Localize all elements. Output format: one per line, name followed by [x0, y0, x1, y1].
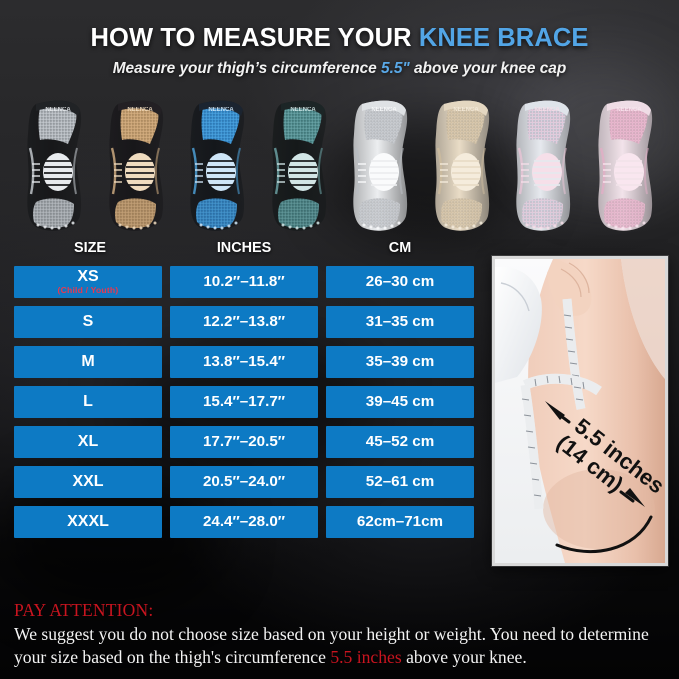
size-label: XL: [77, 432, 99, 450]
knee-brace-blue: NEENCA: [177, 96, 259, 236]
knee-brace-gray: NEENCA: [14, 96, 96, 236]
cell-cm: 62cm–71cm: [326, 506, 474, 538]
cell-cm: 52–61 cm: [326, 466, 474, 498]
table-row: XS (Child / Youth) 10.2″–11.8″ 26–30 cm: [14, 266, 480, 298]
brand-label: NEENCA: [534, 107, 560, 113]
knee-brace-bronze-illustration: NEENCA: [109, 100, 164, 231]
knee-brace-beige-illustration: NEENCA: [435, 100, 490, 231]
sizing-note-part2: above your knee.: [401, 647, 527, 668]
cell-size: XXXL: [14, 506, 162, 538]
subtitle-accent-measure: 5.5": [381, 60, 410, 77]
table-row: XXL 20.5″–24.0″ 52–61 cm: [14, 466, 480, 498]
cell-cm: 45–52 cm: [326, 426, 474, 458]
brand-label: NEENCA: [127, 107, 153, 113]
brand-label: NEENCA: [208, 107, 234, 113]
cell-size: XS (Child / Youth): [14, 266, 162, 298]
table-row: XXXL 24.4″–28.0″ 62cm–71cm: [14, 506, 480, 538]
product-strip: NEENCA NEENCA NEENCA NEENCA NEENCA NEENCA NEEN…: [14, 96, 666, 236]
table-row: XL 17.7″–20.5″ 45–52 cm: [14, 426, 480, 458]
leg-measuring-illustration: 5.5 inches (14 cm): [495, 259, 665, 563]
table-row: L 15.4″–17.7″ 39–45 cm: [14, 386, 480, 418]
cell-inches: 17.7″–20.5″: [170, 426, 318, 458]
subtitle-text-after: above your knee cap: [409, 60, 567, 77]
cell-cm: 26–30 cm: [326, 266, 474, 298]
sizing-note-part1: We suggest you do not choose size based …: [14, 624, 649, 668]
brand-label: NEENCA: [453, 107, 479, 113]
cell-cm: 31–35 cm: [326, 306, 474, 338]
sizing-note: We suggest you do not choose size based …: [14, 623, 669, 670]
page-title-main: HOW TO MEASURE YOUR: [90, 24, 419, 52]
cell-cm: 39–45 cm: [326, 386, 474, 418]
knee-brace-gray-illustration: NEENCA: [27, 100, 82, 231]
size-chart-table: SIZE INCHES CM XS (Child / Youth) 10.2″–11…: [14, 238, 480, 538]
column-header-inches: INCHES: [216, 240, 272, 256]
table-row: M 13.8″–15.4″ 35–39 cm: [14, 346, 480, 378]
cell-inches: 13.8″–15.4″: [170, 346, 318, 378]
column-header-cm: CM: [388, 240, 412, 256]
page-subtitle: Measure your thigh’s circumference 5.5" …: [0, 60, 679, 78]
page-title: HOW TO MEASURE YOUR KNEE BRACE: [0, 24, 679, 53]
size-label: XXL: [72, 472, 104, 490]
size-label: XS: [77, 267, 99, 285]
size-label: S: [82, 312, 94, 330]
table-header-row: SIZE INCHES CM: [14, 238, 480, 258]
subtitle-text-before: Measure your thigh’s circumference: [112, 60, 382, 77]
knee-brace-teal-illustration: NEENCA: [272, 100, 327, 231]
cell-size: S: [14, 306, 162, 338]
knee-brace-pink-illustration: NEENCA: [598, 100, 653, 231]
table-row: S 12.2″–13.8″ 31–35 cm: [14, 306, 480, 338]
cell-inches: 24.4″–28.0″: [170, 506, 318, 538]
brand-label: NEENCA: [290, 107, 316, 113]
cell-size: XL: [14, 426, 162, 458]
cell-inches: 20.5″–24.0″: [170, 466, 318, 498]
cell-inches: 15.4″–17.7″: [170, 386, 318, 418]
size-label: M: [81, 352, 95, 370]
knee-brace-bronze: NEENCA: [96, 96, 178, 236]
sizing-note-accent: 5.5 inches: [330, 647, 402, 668]
cell-size: L: [14, 386, 162, 418]
knee-brace-white: NEENCA: [340, 96, 422, 236]
brand-label: NEENCA: [45, 107, 71, 113]
pay-attention-heading: PAY ATTENTION:: [14, 600, 154, 620]
knee-brace-white-illustration: NEENCA: [353, 100, 408, 231]
knee-brace-lightblue: NEENCA: [503, 96, 585, 236]
cell-inches: 10.2″–11.8″: [170, 266, 318, 298]
measurement-photo: 5.5 inches (14 cm): [495, 259, 665, 563]
size-label: L: [83, 392, 93, 410]
knee-brace-lightblue-illustration: NEENCA: [516, 100, 571, 231]
size-note: (Child / Youth): [57, 285, 119, 296]
knee-brace-pink: NEENCA: [585, 96, 667, 236]
cell-cm: 35–39 cm: [326, 346, 474, 378]
knee-brace-blue-illustration: NEENCA: [190, 100, 245, 231]
knee-brace-beige: NEENCA: [422, 96, 504, 236]
page-title-accent: KNEE BRACE: [418, 24, 589, 52]
measurement-photo-frame: 5.5 inches (14 cm): [492, 256, 668, 566]
size-label: XXXL: [67, 512, 109, 530]
cell-size: XXL: [14, 466, 162, 498]
knee-brace-teal: NEENCA: [259, 96, 341, 236]
brand-label: NEENCA: [616, 107, 642, 113]
brand-label: NEENCA: [371, 107, 397, 113]
cell-size: M: [14, 346, 162, 378]
cell-inches: 12.2″–13.8″: [170, 306, 318, 338]
column-header-size: SIZE: [74, 240, 106, 256]
